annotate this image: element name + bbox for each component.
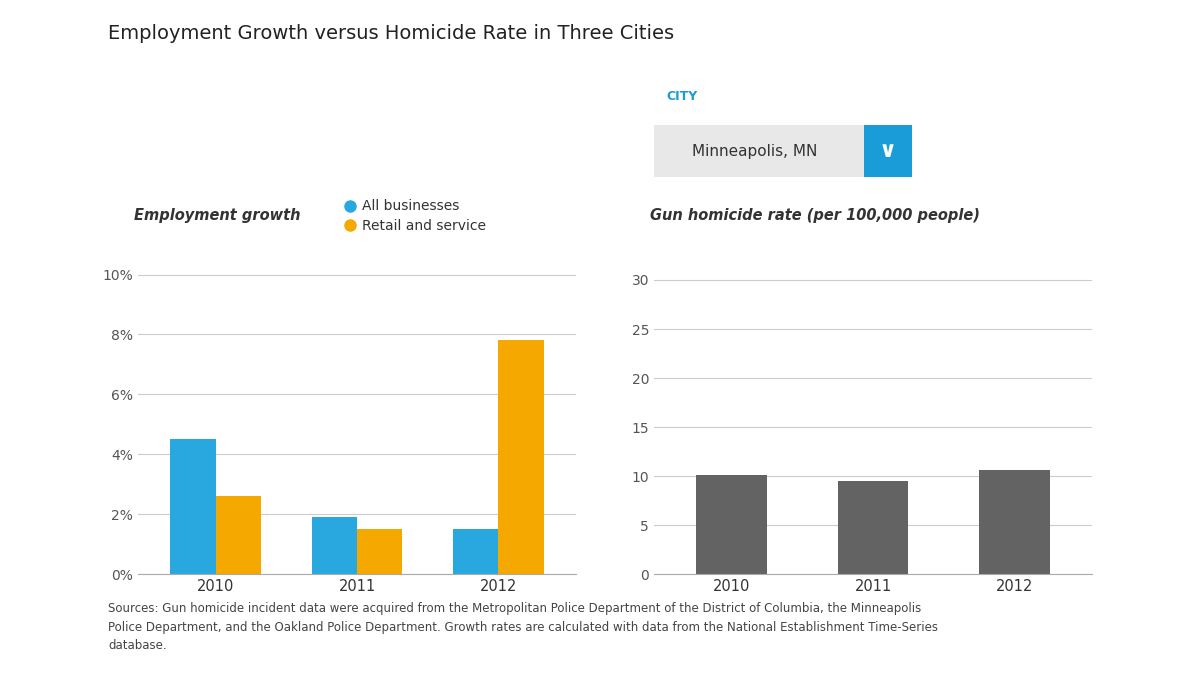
Legend: All businesses, Retail and service: All businesses, Retail and service — [347, 199, 486, 232]
Text: Gun homicide rate (per 100,000 people): Gun homicide rate (per 100,000 people) — [649, 209, 979, 223]
Text: ∨: ∨ — [878, 141, 898, 161]
Text: Minneapolis, MN: Minneapolis, MN — [692, 144, 817, 159]
Bar — [216, 496, 260, 574]
Text: Employment Growth versus Homicide Rate in Three Cities: Employment Growth versus Homicide Rate i… — [108, 24, 674, 43]
Bar — [979, 470, 1050, 574]
Bar — [838, 481, 908, 574]
Bar — [498, 340, 544, 574]
Text: Employment growth: Employment growth — [133, 209, 300, 223]
Text: CITY: CITY — [666, 90, 697, 104]
Bar — [358, 529, 402, 574]
Bar — [170, 439, 216, 574]
Bar — [454, 529, 498, 574]
Bar — [696, 475, 767, 574]
Text: Sources: Gun homicide incident data were acquired from the Metropolitan Police D: Sources: Gun homicide incident data were… — [108, 602, 938, 652]
Bar — [312, 517, 358, 574]
